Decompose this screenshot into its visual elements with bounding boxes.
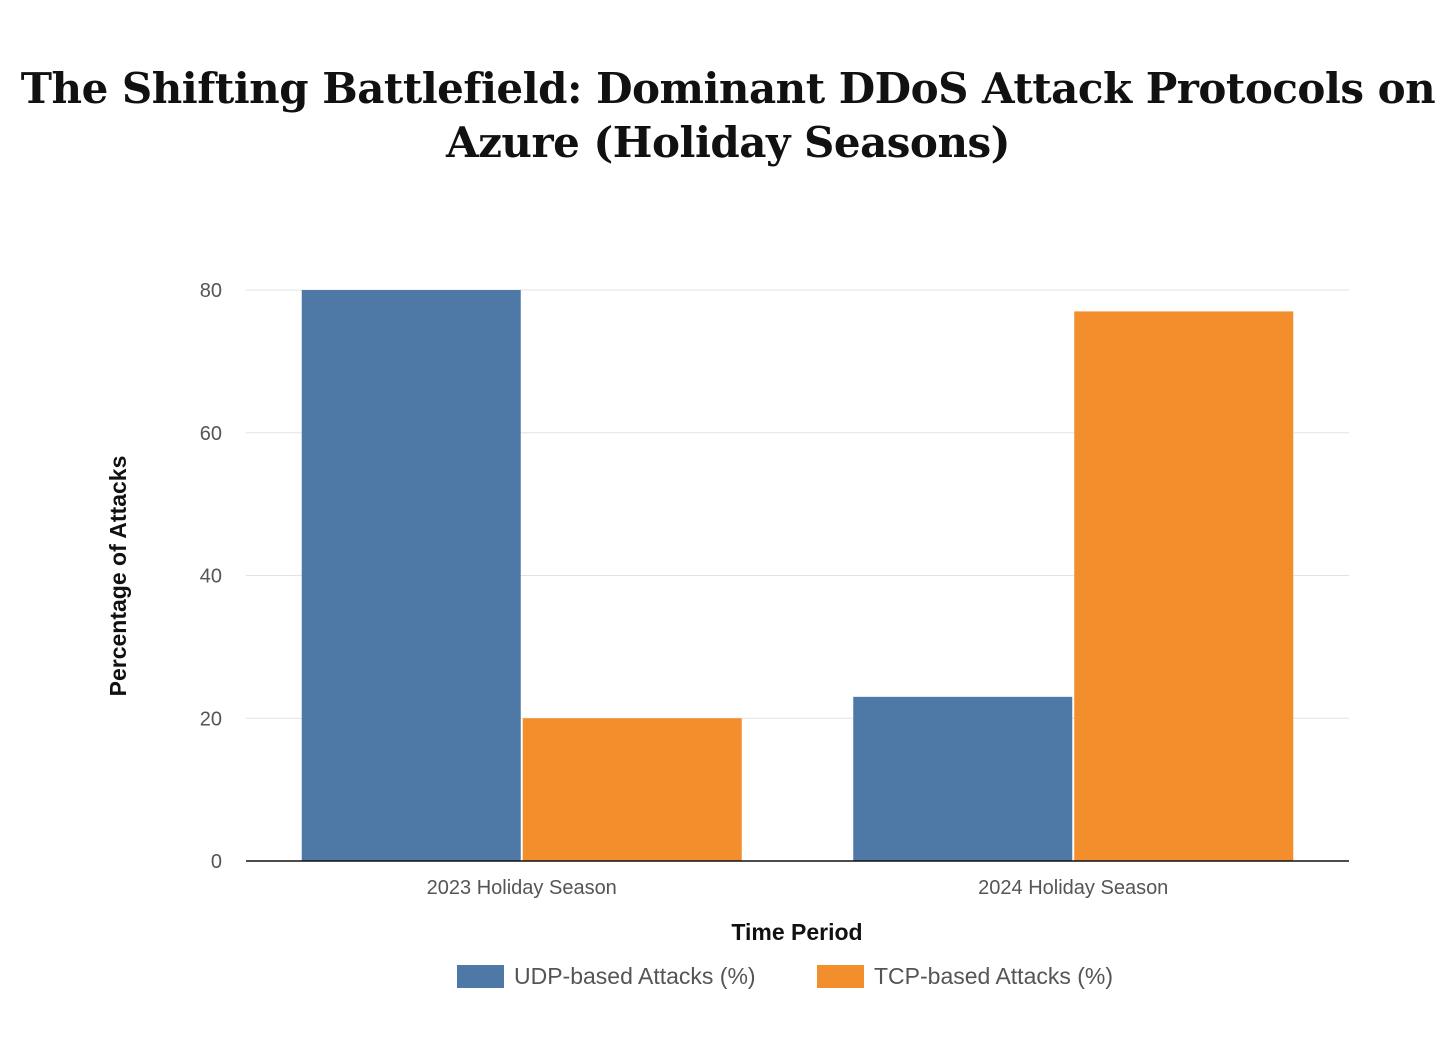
y-tick-label: 0 — [211, 851, 222, 873]
y-tick-label: 40 — [200, 566, 222, 588]
y-tick-label: 20 — [200, 708, 222, 730]
bar-tcp-0 — [522, 718, 742, 861]
y-tick-label: 80 — [200, 280, 222, 302]
legend-label: UDP-based Attacks (%) — [514, 963, 756, 989]
y-axis-ticks: 0 20 40 60 80 — [200, 280, 222, 873]
x-tick-label: 2024 Holiday Season — [978, 877, 1168, 899]
y-tick-label: 60 — [200, 423, 222, 445]
legend: UDP-based Attacks (%) TCP-based Attacks (… — [457, 963, 1113, 989]
legend-swatch — [457, 965, 504, 988]
chart-title: The Shifting Battlefield: Dominant DDoS … — [20, 64, 1436, 167]
y-axis-title: Percentage of Attacks — [105, 456, 131, 697]
bars — [301, 290, 1294, 862]
bar-tcp-1 — [1074, 311, 1294, 862]
legend-label: TCP-based Attacks (%) — [874, 963, 1113, 989]
bar-udp-1 — [853, 696, 1073, 861]
x-axis-ticks: 2023 Holiday Season 2024 Holiday Season — [427, 877, 1169, 899]
x-axis-title: Time Period — [731, 919, 862, 945]
legend-swatch — [817, 965, 864, 988]
x-tick-label: 2023 Holiday Season — [427, 877, 617, 899]
bar-udp-0 — [301, 290, 521, 861]
